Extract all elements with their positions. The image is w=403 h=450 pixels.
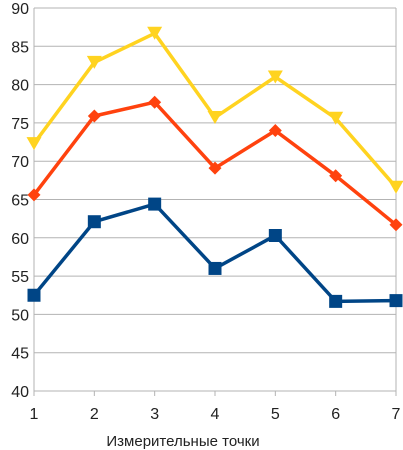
y-tick-label: 80 [11,78,29,95]
y-tick-label: 70 [11,154,29,171]
data-point-diamond [329,169,343,183]
data-point-square [148,197,162,211]
data-point-diamond [87,109,101,123]
data-point-square [268,229,282,243]
data-point-square [389,294,403,308]
data-point-diamond [208,161,222,175]
data-point-triangle [267,70,283,84]
x-tick-label: 5 [271,406,280,423]
data-point-diamond [148,95,162,109]
data-point-triangle [147,26,163,40]
data-point-square [329,294,343,308]
data-point-diamond [27,188,41,202]
y-tick-label: 90 [11,1,29,18]
data-point-triangle [328,111,344,125]
x-axis-title: Измерительные точки [106,433,259,450]
y-tick-label: 40 [11,384,29,401]
x-tick-label: 4 [211,406,220,423]
y-tick-label: 75 [11,116,29,133]
data-point-square [208,261,222,275]
data-point-square [27,288,41,302]
series-3 [26,26,403,194]
y-tick-label: 65 [11,193,29,210]
series-2 [27,95,403,232]
y-tick-label: 85 [11,39,29,56]
grid-lines [34,7,396,392]
data-point-triangle [86,55,102,69]
y-tick-label: 45 [11,346,29,363]
y-tick-label: 60 [11,231,29,248]
data-point-diamond [268,124,282,138]
series-1 [27,197,403,308]
data-point-diamond [389,218,403,232]
y-tick-label: 55 [11,269,29,286]
axes [33,8,397,396]
data-point-triangle [207,111,223,125]
data-point-square [87,215,101,229]
x-tick-label: 6 [331,406,340,423]
x-tick-label: 7 [392,406,401,423]
y-tick-label: 50 [11,307,29,324]
data-point-triangle [388,180,403,194]
series-group [26,26,403,308]
x-tick-label: 2 [90,406,99,423]
x-tick-label: 1 [30,406,39,423]
data-point-triangle [26,137,42,151]
x-tick-label: 3 [150,406,159,423]
